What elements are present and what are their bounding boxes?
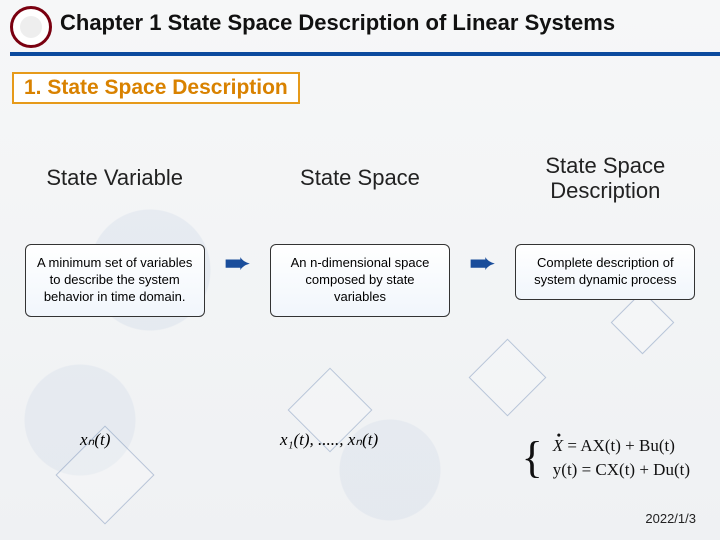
university-logo-icon — [10, 6, 52, 48]
column-head: State Space Description — [503, 150, 708, 206]
footer-date: 2022/1/3 — [645, 511, 696, 526]
column-state-variable: State Variable A minimum set of variable… — [12, 150, 217, 317]
arrow-right-icon: ➨ — [469, 246, 497, 281]
column-box: Complete description of system dynamic p… — [515, 244, 695, 300]
columns-row: State Variable A minimum set of variable… — [12, 150, 708, 317]
equation-stack: X• = AX(t) + Bu(t) y(t) = CX(t) + Du(t) — [553, 436, 690, 480]
column-state-space: State Space An n-dimensional space compo… — [257, 150, 462, 317]
x-dot-symbol: X• — [553, 436, 563, 456]
state-equations: { X• = AX(t) + Bu(t) y(t) = CX(t) + Du(t… — [522, 436, 690, 480]
equation-1-rhs: = AX(t) + Bu(t) — [567, 436, 674, 455]
left-brace-icon: { — [522, 436, 543, 480]
column-box: A minimum set of variables to describe t… — [25, 244, 205, 317]
column-head: State Variable — [46, 150, 183, 206]
arrow-right-icon: ➨ — [223, 246, 251, 281]
slide: Chapter 1 State Space Description of Lin… — [0, 0, 720, 540]
column-state-space-description: State Space Description Complete descrip… — [503, 150, 708, 300]
logo-inner — [20, 16, 42, 38]
column-box: An n-dimensional space composed by state… — [270, 244, 450, 317]
arrow-1: ➨ — [217, 246, 257, 281]
title-underline — [10, 52, 720, 56]
formula-xn: xₙ(t) — [80, 430, 110, 450]
section-heading: 1. State Space Description — [12, 72, 300, 104]
equation-2: y(t) = CX(t) + Du(t) — [553, 460, 690, 480]
column-head: State Space — [300, 150, 420, 206]
formula-xlist: x₁(t), ....., xₙ(t) — [280, 430, 378, 450]
equation-1: X• = AX(t) + Bu(t) — [553, 436, 690, 456]
bg-diamond — [469, 339, 547, 417]
arrow-2: ➨ — [463, 246, 503, 281]
chapter-title: Chapter 1 State Space Description of Lin… — [60, 10, 710, 36]
